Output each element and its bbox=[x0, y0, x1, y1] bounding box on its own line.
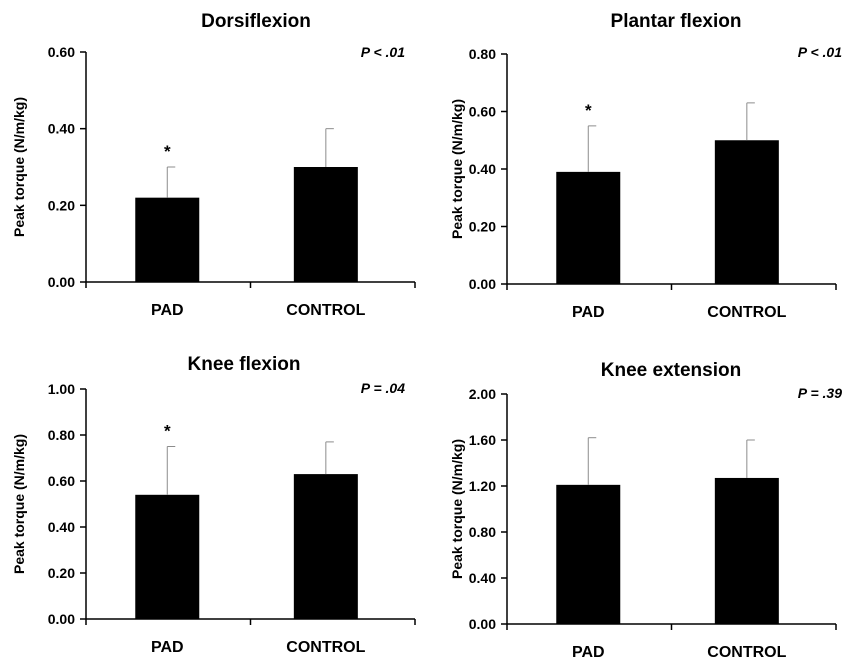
panel-1-title: Dorsiflexion bbox=[201, 11, 311, 32]
panel-3-bar-control bbox=[293, 474, 358, 619]
panel-3-y-tick-label: 0.60 bbox=[48, 473, 75, 489]
panel-1-bar-pad bbox=[135, 197, 200, 282]
panel-1-p-value: P < .01 bbox=[361, 44, 405, 60]
panel-4-title: Knee extension bbox=[601, 360, 741, 381]
panel-4-y-tick-label: 0.80 bbox=[469, 524, 496, 540]
panel-4-y-tick-label: 0.40 bbox=[469, 570, 496, 586]
panel-2-significance-mark-pad: * bbox=[585, 101, 592, 120]
panel-3-y-tick-label: 0.00 bbox=[48, 611, 75, 627]
panel-2-y-axis-label: Peak torque (N/m/kg) bbox=[449, 99, 465, 239]
panel-3-p-value: P = .04 bbox=[361, 380, 405, 396]
panel-4-y-tick-label: 1.60 bbox=[469, 432, 496, 448]
panel-4-y-axis-label: Peak torque (N/m/kg) bbox=[449, 439, 465, 579]
panel-4-category-label-control: CONTROL bbox=[707, 644, 786, 660]
panel-1-y-tick-label: 0.40 bbox=[48, 121, 75, 137]
panel-4-bar-pad bbox=[556, 484, 621, 624]
panel-2-y-tick-label: 0.20 bbox=[469, 219, 496, 235]
panel-3-y-tick-label: 0.40 bbox=[48, 519, 75, 535]
panel-3-y-axis-label: Peak torque (N/m/kg) bbox=[11, 434, 27, 574]
panel-3-y-tick-label: 1.00 bbox=[48, 381, 75, 397]
panel-2-y-tick-label: 0.40 bbox=[469, 161, 496, 177]
panel-3-category-label-control: CONTROL bbox=[286, 639, 365, 656]
panel-1-y-axis-label: Peak torque (N/m/kg) bbox=[11, 97, 27, 237]
panel-4-y-tick-label: 0.00 bbox=[469, 616, 496, 632]
panel-3-y-tick-label: 0.80 bbox=[48, 427, 75, 443]
panel-2-category-label-control: CONTROL bbox=[707, 304, 786, 321]
panel-4-p-value: P = .39 bbox=[798, 385, 842, 401]
panel-3-category-label-pad: PAD bbox=[151, 639, 184, 656]
panel-1-y-tick-label: 0.00 bbox=[48, 274, 75, 290]
panel-1-y-tick-label: 0.60 bbox=[48, 44, 75, 60]
panel-2-title: Plantar flexion bbox=[611, 11, 742, 32]
panel-3-y-tick-label: 0.20 bbox=[48, 565, 75, 581]
panel-3-bar-pad bbox=[135, 494, 200, 619]
panel-4-category-label-pad: PAD bbox=[572, 644, 605, 660]
panel-2-bar-pad bbox=[556, 171, 621, 284]
panel-2-y-tick-label: 0.00 bbox=[469, 276, 496, 292]
panel-2-bar-control bbox=[714, 140, 779, 284]
panel-2-category-label-pad: PAD bbox=[572, 304, 605, 321]
panel-4-bar-control bbox=[714, 477, 779, 624]
panel-1-bar-control bbox=[293, 167, 358, 282]
panel-3-title: Knee flexion bbox=[188, 354, 301, 375]
panel-2-y-tick-label: 0.60 bbox=[469, 104, 496, 120]
panel-2-p-value: P < .01 bbox=[798, 44, 842, 60]
panel-4-y-tick-label: 1.20 bbox=[469, 478, 496, 494]
panel-1-category-label-pad: PAD bbox=[151, 302, 184, 319]
panel-1-y-tick-label: 0.20 bbox=[48, 197, 75, 213]
panel-1-category-label-control: CONTROL bbox=[286, 302, 365, 319]
panel-4-y-tick-label: 2.00 bbox=[469, 386, 496, 402]
panel-2-y-tick-label: 0.80 bbox=[469, 46, 496, 62]
panel-3-significance-mark-pad: * bbox=[164, 422, 171, 441]
panel-1-significance-mark-pad: * bbox=[164, 142, 171, 161]
